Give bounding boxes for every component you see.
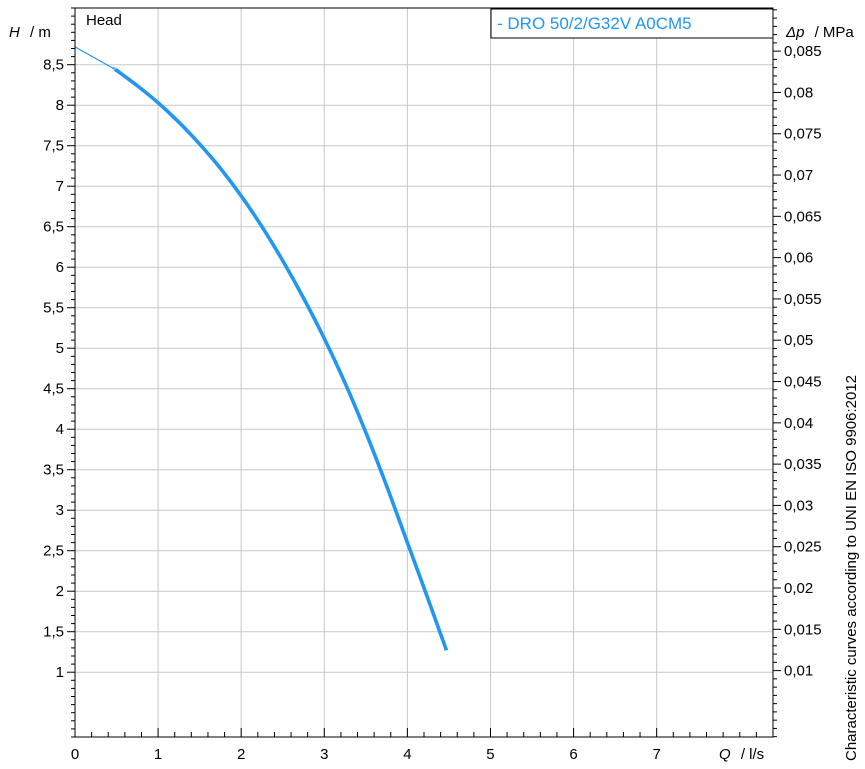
head-curve-line: [112, 67, 449, 651]
ticks: [67, 7, 781, 738]
legend: - DRO 50/2/G32V A0CM5: [490, 8, 774, 39]
y-left-tick-label: 2,5: [43, 543, 64, 560]
chart-title: Head: [86, 12, 122, 29]
plot-frame: [74, 7, 774, 738]
y-right-tick-label: 0,045: [784, 374, 822, 391]
legend-box: [490, 8, 774, 39]
y-right-tick-label: 0,065: [784, 208, 822, 225]
x-tick-label: 6: [569, 746, 577, 763]
x-tick-label: 2: [237, 746, 245, 763]
y-right-tick-label: 0,05: [784, 332, 813, 349]
y-left-tick-label: 1,5: [43, 624, 64, 641]
y-right-tick-label: 0,085: [784, 43, 822, 60]
y-left-tick-label: 8: [56, 97, 64, 114]
y-left-tick-label: 3,5: [43, 462, 64, 479]
y-left-tick-label: 6,5: [43, 219, 64, 236]
y-left-tick-label: 4,5: [43, 381, 64, 398]
y-left-tick-label: 6: [56, 259, 64, 276]
y-left-tick-label: 2: [56, 583, 64, 600]
y-axis-right-unit: / MPa: [815, 24, 855, 41]
x-tick-label: 3: [320, 746, 328, 763]
y-right-tick-label: 0,04: [784, 415, 813, 432]
y-right-tick-label: 0,03: [784, 497, 813, 514]
x-tick-label: 4: [403, 746, 411, 763]
x-tick-label: 0: [71, 746, 79, 763]
y-left-tick-label: 7: [56, 178, 64, 195]
curve-layer: [74, 46, 449, 651]
tick-labels: 0 1 2 3 4 5 6 7 1 1,5 2 2,5 3 3,5 4 4,5 5 5,5 6 6,5 7 7,5 8 8,5…: [43, 43, 821, 763]
x-axis-title: Q / l/s: [719, 746, 764, 763]
y-left-tick-label: 1: [56, 664, 64, 681]
legend-label: - DRO 50/2/G32V A0CM5: [497, 14, 692, 33]
y-left-tick-label: 8,5: [43, 57, 64, 74]
y-right-tick-label: 0,035: [784, 456, 822, 473]
y-left-tick-label: 7,5: [43, 138, 64, 155]
grid: [75, 8, 773, 737]
y-axis-right-title: Δp / MPa: [785, 24, 854, 41]
y-right-tick-label: 0,02: [784, 580, 813, 597]
y-axis-right-var: Δp: [785, 24, 804, 41]
y-left-tick-label: 5: [56, 340, 64, 357]
y-right-tick-label: 0,015: [784, 621, 822, 638]
y-right-tick-label: 0,055: [784, 291, 822, 308]
y-axis-left-title: H / m: [9, 24, 51, 41]
standard-note: Characteristic curves according to UNI E…: [843, 375, 860, 761]
y-right-tick-label: 0,08: [784, 84, 813, 101]
x-tick-label: 7: [652, 746, 660, 763]
x-axis-unit: / l/s: [741, 746, 764, 763]
y-axis-left-unit: / m: [30, 24, 51, 41]
y-right-tick-label: 0,06: [784, 250, 813, 267]
y-left-tick-label: 5,5: [43, 300, 64, 317]
x-tick-label: 1: [154, 746, 162, 763]
y-left-tick-label: 4: [56, 421, 64, 438]
y-right-tick-label: 0,025: [784, 539, 822, 556]
x-axis-var: Q: [719, 746, 731, 763]
y-right-tick-label: 0,07: [784, 167, 813, 184]
x-tick-label: 5: [486, 746, 494, 763]
y-axis-left-var: H: [9, 24, 20, 41]
y-left-tick-label: 3: [56, 502, 64, 519]
y-right-tick-label: 0,01: [784, 663, 813, 680]
curve-extrapolated-segment: [74, 46, 116, 70]
y-right-tick-label: 0,075: [784, 126, 822, 143]
